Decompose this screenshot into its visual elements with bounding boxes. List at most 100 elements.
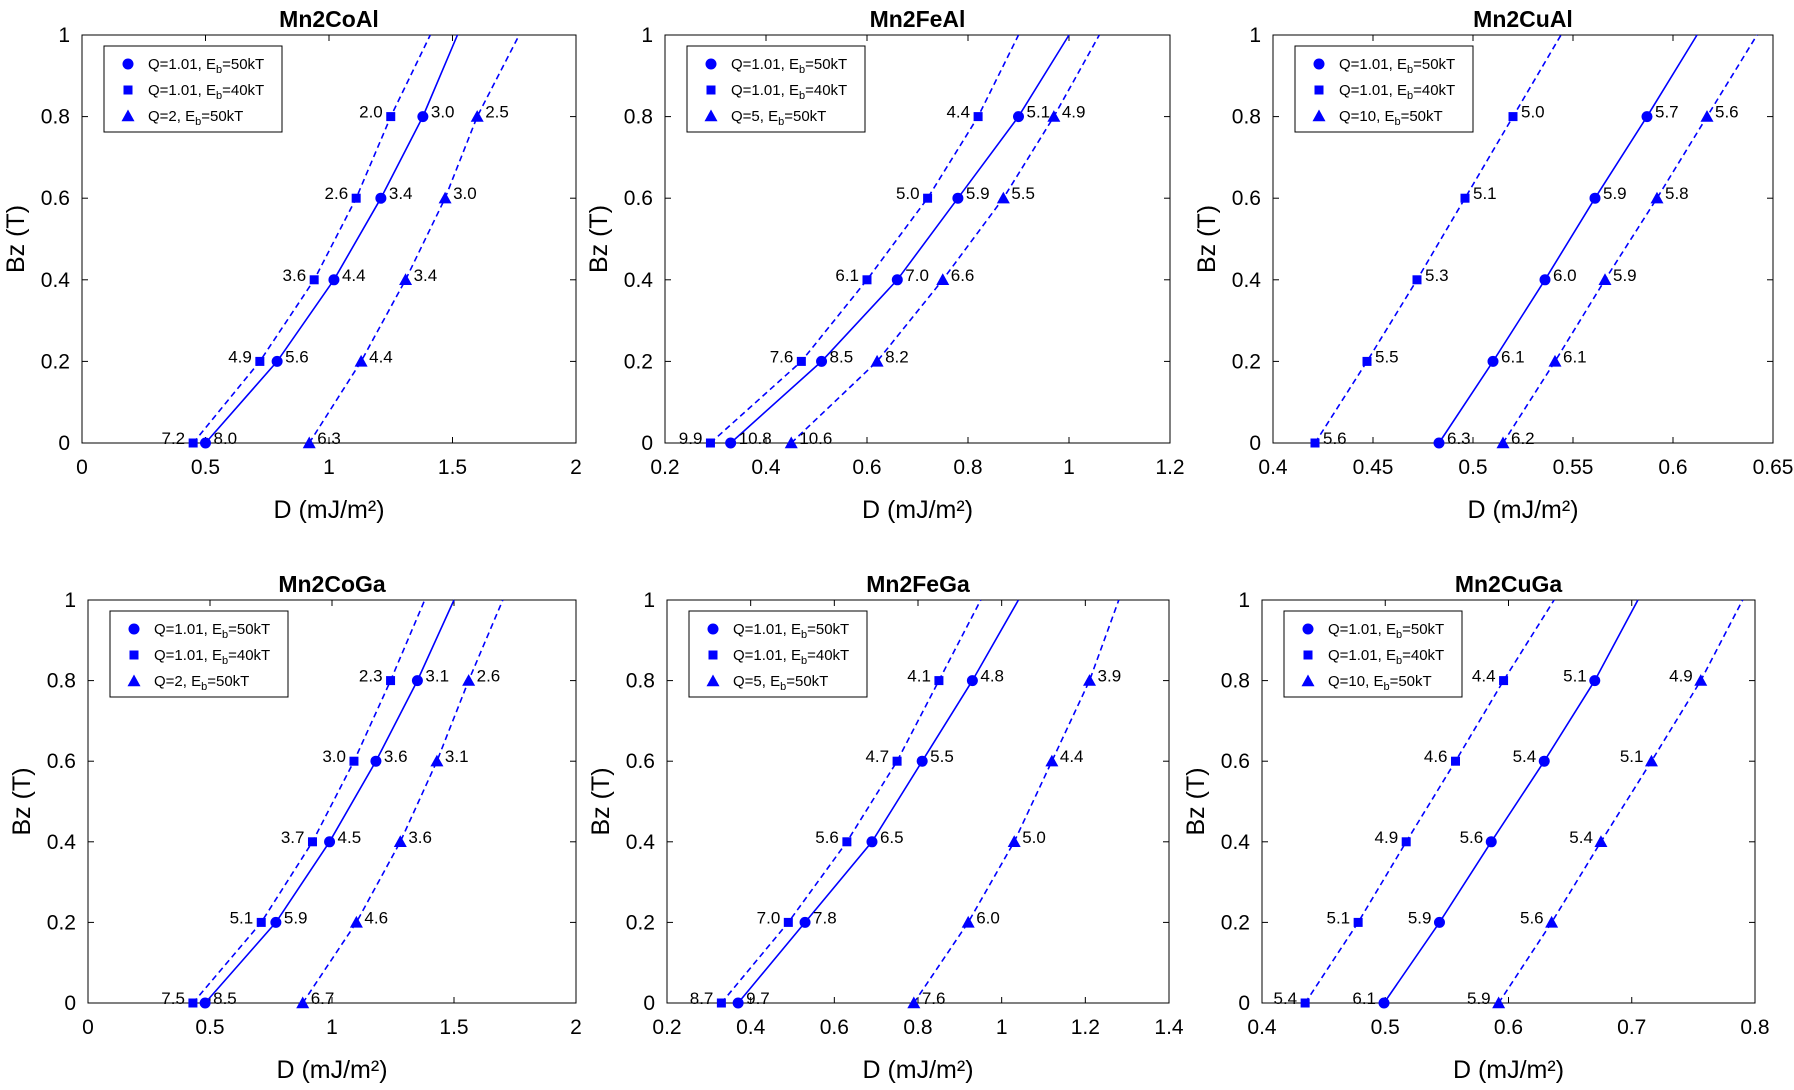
data-point-circle (271, 355, 283, 367)
data-label: 4.4 (342, 266, 366, 285)
y-tick-label: 0.4 (624, 269, 654, 292)
data-point-triangle (1594, 835, 1608, 847)
y-tick-label: 1 (1238, 589, 1250, 612)
series-line (790, 34, 1100, 444)
legend-marker (1312, 109, 1326, 122)
data-point-circle (1538, 755, 1550, 767)
legend-marker (1302, 623, 1314, 635)
data-point-triangle (1083, 674, 1097, 686)
legend-marker (129, 650, 139, 660)
data-point-square (386, 676, 396, 686)
y-tick-label: 0.2 (41, 350, 70, 373)
data-label: 7.6 (922, 989, 946, 1008)
legend-entry: Q=1.01, Eb=40kT (1328, 647, 1444, 667)
y-tick-label: 0.6 (624, 187, 653, 210)
x-tick-label: 0.6 (1494, 1016, 1523, 1039)
data-point-triangle (961, 915, 975, 928)
y-tick-label: 0.4 (626, 831, 656, 854)
data-label: 5.8 (1665, 184, 1689, 203)
data-point-circle (1433, 437, 1445, 449)
data-point-triangle (870, 354, 884, 367)
data-label: 3.9 (1098, 667, 1122, 686)
y-tick-label: 0.2 (624, 350, 653, 373)
legend-marker (127, 674, 141, 687)
data-point-square (1412, 275, 1422, 285)
data-label: 5.4 (1513, 747, 1537, 766)
data-label: 5.6 (815, 828, 839, 847)
series-3: 6.3 4.4 3.4 3.0 2.5 (302, 34, 520, 449)
data-label: 2.0 (359, 103, 383, 122)
data-point-circle (816, 355, 828, 367)
data-point-circle (270, 916, 282, 928)
data-label: 5.9 (1603, 184, 1627, 203)
chart-title: Mn2CoAl (279, 6, 379, 32)
x-tick-label: 2 (570, 456, 582, 479)
data-point-triangle (1045, 754, 1059, 767)
legend-marker (1303, 650, 1313, 660)
chart-panel-3: 0.4 0.45 0.5 0.55 0.6 0.65 0 0.2 0.4 0.6 0.8 1 Mn2Cu… (1193, 6, 1793, 524)
legend-marker (706, 674, 720, 687)
data-label: 5.1 (1620, 747, 1644, 766)
legend: Q=1.01, Eb=50kT Q=1.01, Eb=40kT Q=2, Eb=50… (109, 610, 289, 698)
data-point-triangle (1047, 110, 1061, 122)
y-tick-label: 0.8 (624, 106, 653, 129)
data-label: 6.1 (1563, 347, 1587, 366)
data-label: 6.1 (1352, 989, 1376, 1008)
series-line (1383, 599, 1639, 1004)
series-3: 10.6 8.2 6.6 5.5 4.9 (784, 34, 1100, 449)
data-label: 3.1 (425, 667, 449, 686)
legend-marker (123, 85, 133, 95)
data-label: 6.3 (1447, 429, 1471, 448)
x-tick-label: 0.6 (852, 456, 881, 479)
data-label: 3.4 (389, 184, 413, 203)
data-point-triangle (1496, 436, 1510, 449)
chart-panel-1: 0 0.5 1 1.5 2 0 0.2 0.4 0.6 0.8 1 Mn2CoAl D (mJ/m²) B… (2, 6, 582, 524)
y-tick-label: 0 (58, 432, 70, 455)
x-tick-label: 1 (323, 456, 335, 479)
data-point-square (862, 275, 872, 285)
data-label: 2.5 (485, 103, 509, 122)
legend-entry: Q=1.01, Eb=40kT (1339, 82, 1455, 102)
data-label: 5.5 (930, 747, 954, 766)
data-label: 2.6 (477, 667, 501, 686)
data-point-triangle (470, 110, 484, 122)
y-tick-label: 0.2 (1221, 911, 1250, 934)
y-axis-label: Bz (T) (587, 767, 615, 835)
legend-marker (1313, 58, 1325, 70)
series-line (204, 34, 459, 444)
x-tick-label: 0 (76, 456, 88, 479)
data-point-circle (725, 437, 737, 449)
data-point-circle (1378, 997, 1390, 1009)
data-point-square (256, 917, 266, 927)
chart-panel-5: 0.2 0.4 0.6 0.8 1 1.2 1.400.20.40.60.81Mn2FeGa… (587, 571, 1184, 1084)
x-tick-label: 0.55 (1553, 456, 1594, 479)
x-axis-label: D (mJ/m²) (273, 496, 384, 524)
data-point-triangle (907, 996, 921, 1009)
y-tick-label: 0.4 (1232, 269, 1262, 292)
x-axis-label: D (mJ/m²) (276, 1056, 387, 1084)
series-2: 9.9 7.6 6.1 5.0 4.4 (679, 34, 1020, 448)
y-axis-label: Bz (T) (1193, 205, 1221, 273)
data-point-square (1499, 676, 1509, 686)
y-tick-label: 0.8 (41, 106, 70, 129)
data-label: 3.0 (431, 103, 455, 122)
y-tick-label: 0.4 (41, 269, 71, 292)
data-label: 5.7 (1655, 103, 1679, 122)
legend-entry: Q=1.01, Eb=50kT (733, 621, 849, 641)
data-point-square (1401, 837, 1411, 847)
legend-entry: Q=1.01, Eb=40kT (731, 82, 847, 102)
x-tick-label: 0.6 (820, 1016, 849, 1039)
y-tick-label: 0.2 (47, 911, 76, 934)
data-point-square (1310, 438, 1320, 448)
data-label: 6.6 (951, 266, 975, 285)
series-1: 9.7 7.8 6.5 5.5 4.8 (732, 599, 1020, 1009)
legend-marker (1314, 85, 1324, 95)
data-point-triangle (1644, 754, 1658, 767)
data-label: 3.0 (322, 747, 346, 766)
data-label: 4.6 (1424, 747, 1448, 766)
data-label: 3.7 (281, 828, 305, 847)
series-3: 6.2 6.1 5.9 5.8 5.6 (1496, 34, 1758, 449)
data-label: 4.4 (1472, 667, 1496, 686)
data-point-triangle (354, 354, 368, 367)
